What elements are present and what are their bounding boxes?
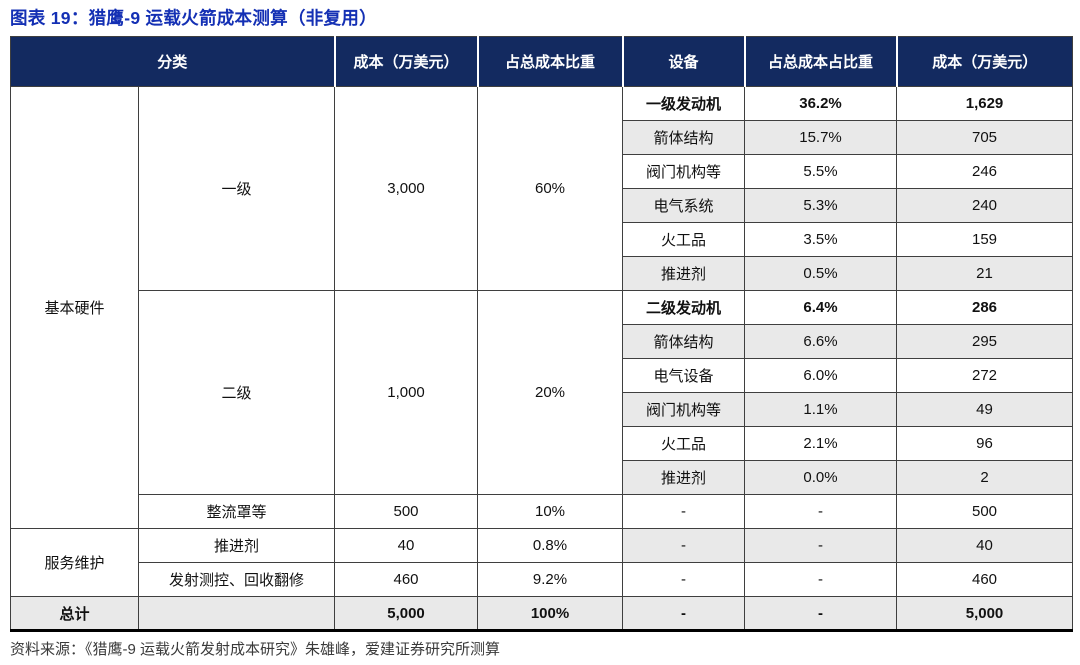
cell-share: 0.8%	[477, 528, 624, 563]
cell-device-cost: 460	[896, 562, 1074, 597]
cell-device-cost: 500	[896, 494, 1074, 529]
cell-device-cost: 5,000	[896, 596, 1074, 632]
cell-device-cost: 1,629	[896, 86, 1074, 121]
cell-device-share: 3.5%	[744, 222, 898, 257]
table-header-row: 分类 成本（万美元） 占总成本比重 设备 占总成本占比重 成本（万美元）	[9, 36, 1074, 87]
source-note: 资料来源：《猎鹰-9 运载火箭发射成本研究》朱雄峰，爱建证券研究所测算	[10, 641, 501, 658]
cell-device-cost: 21	[896, 256, 1074, 291]
cell-device: -	[622, 596, 746, 632]
header-share: 占总成本比重	[476, 36, 624, 87]
cell-device: 一级发动机	[622, 86, 746, 121]
cell-device-cost: 705	[896, 120, 1074, 155]
cell-device-share: -	[744, 528, 898, 563]
cell-device-share: -	[744, 494, 898, 529]
cell-device: 电气设备	[622, 358, 746, 393]
cell-device-share: 5.5%	[744, 154, 898, 189]
table-row: 电气系统 5.3% 240	[11, 188, 1074, 223]
cell-device: 阀门机构等	[622, 392, 746, 427]
table-row: 服务维护 推进剂 40 0.8% - - 40	[10, 528, 1074, 597]
cell-device-cost: 286	[896, 290, 1074, 325]
cell-total-label: 总计	[10, 596, 139, 632]
cell-device: 火工品	[622, 222, 746, 257]
cell-device-share: 6.4%	[744, 290, 898, 325]
cell-device-share: 0.0%	[744, 460, 898, 495]
table-row: 基本硬件 一级 3,000 60% 一级发动机 36.2% 1,629	[10, 86, 1074, 529]
table-row: 推进剂 0.0% 2	[11, 460, 1074, 495]
cell-sub: 推进剂	[137, 528, 336, 563]
cell-device-share: -	[744, 562, 898, 597]
cell-device-cost: 49	[896, 392, 1074, 427]
cell-device: -	[622, 562, 746, 597]
cell-device-share: 6.6%	[744, 324, 898, 359]
cell-share: 100%	[477, 596, 624, 632]
cell-device-share: 5.3%	[744, 188, 898, 223]
table-row: 阀门机构等 1.1% 49	[11, 392, 1074, 427]
table-row: 二级 1,000 20% 二级发动机 6.4% 286	[11, 290, 1074, 495]
cell-device-cost: 159	[896, 222, 1074, 257]
cell-device: -	[622, 494, 746, 529]
header-category: 分类	[9, 36, 336, 87]
cell-device-cost: 272	[896, 358, 1074, 393]
cell-device-cost: 295	[896, 324, 1074, 359]
cell-cost: 3,000	[334, 86, 479, 291]
cell-device-cost: 2	[896, 460, 1074, 495]
cell-share: 20%	[477, 290, 624, 495]
cost-table: 分类 成本（万美元） 占总成本比重 设备 占总成本占比重 成本（万美元） 基本硬…	[9, 36, 1074, 632]
cell-cost: 500	[334, 494, 479, 529]
cell-sub	[137, 596, 336, 632]
cell-device-share: 6.0%	[744, 358, 898, 393]
cell-device: 箭体结构	[622, 324, 746, 359]
cell-sub-stage2: 二级	[137, 290, 336, 495]
table-row-total: 总计 5,000 100% - - 5,000	[10, 596, 1074, 632]
cell-device-share: 2.1%	[744, 426, 898, 461]
cell-share: 60%	[477, 86, 624, 291]
cell-sub-fairing: 整流罩等	[137, 494, 336, 529]
table-row: 箭体结构 6.6% 295	[11, 324, 1074, 359]
cell-share: 9.2%	[477, 562, 624, 597]
cell-group-hardware: 基本硬件	[10, 86, 139, 529]
cell-device-share: 1.1%	[744, 392, 898, 427]
cell-device-share: 0.5%	[744, 256, 898, 291]
cell-device: 火工品	[622, 426, 746, 461]
table-row: 推进剂 0.5% 21	[11, 256, 1074, 291]
cell-sub: 发射测控、回收翻修	[137, 562, 336, 597]
cell-device-share: 15.7%	[744, 120, 898, 155]
cell-device-share: -	[744, 596, 898, 632]
cell-cost: 40	[334, 528, 479, 563]
table-row: 电气设备 6.0% 272	[11, 358, 1074, 393]
cell-device-share: 36.2%	[744, 86, 898, 121]
cell-cost: 5,000	[334, 596, 479, 632]
header-device-cost: 成本（万美元）	[895, 36, 1074, 87]
header-device-share: 占总成本占比重	[743, 36, 898, 87]
cell-group-service: 服务维护	[10, 528, 139, 597]
table-row: 发射测控、回收翻修 460 9.2% - - 460	[11, 562, 1074, 597]
cell-cost: 1,000	[334, 290, 479, 495]
table-row: 火工品 3.5% 159	[11, 222, 1074, 257]
cell-device: 推进剂	[622, 460, 746, 495]
header-cost: 成本（万美元）	[333, 36, 479, 87]
cell-device: 箭体结构	[622, 120, 746, 155]
cell-device: 二级发动机	[622, 290, 746, 325]
header-device: 设备	[621, 36, 746, 87]
cell-device-cost: 240	[896, 188, 1074, 223]
cell-device-cost: 246	[896, 154, 1074, 189]
cell-device-cost: 96	[896, 426, 1074, 461]
table-row: 箭体结构 15.7% 705	[11, 120, 1074, 155]
cell-device: 推进剂	[622, 256, 746, 291]
table-row: 阀门机构等 5.5% 246	[11, 154, 1074, 189]
cell-device: -	[622, 528, 746, 563]
cell-device: 阀门机构等	[622, 154, 746, 189]
figure-title: 图表 19：猎鹰-9 运载火箭成本测算（非复用）	[10, 8, 377, 28]
cell-device: 电气系统	[622, 188, 746, 223]
cell-device-cost: 40	[896, 528, 1074, 563]
cell-cost: 460	[334, 562, 479, 597]
cell-sub-stage1: 一级	[137, 86, 336, 291]
table-row: 整流罩等 500 10% - - 500	[11, 494, 1074, 529]
cell-share: 10%	[477, 494, 624, 529]
